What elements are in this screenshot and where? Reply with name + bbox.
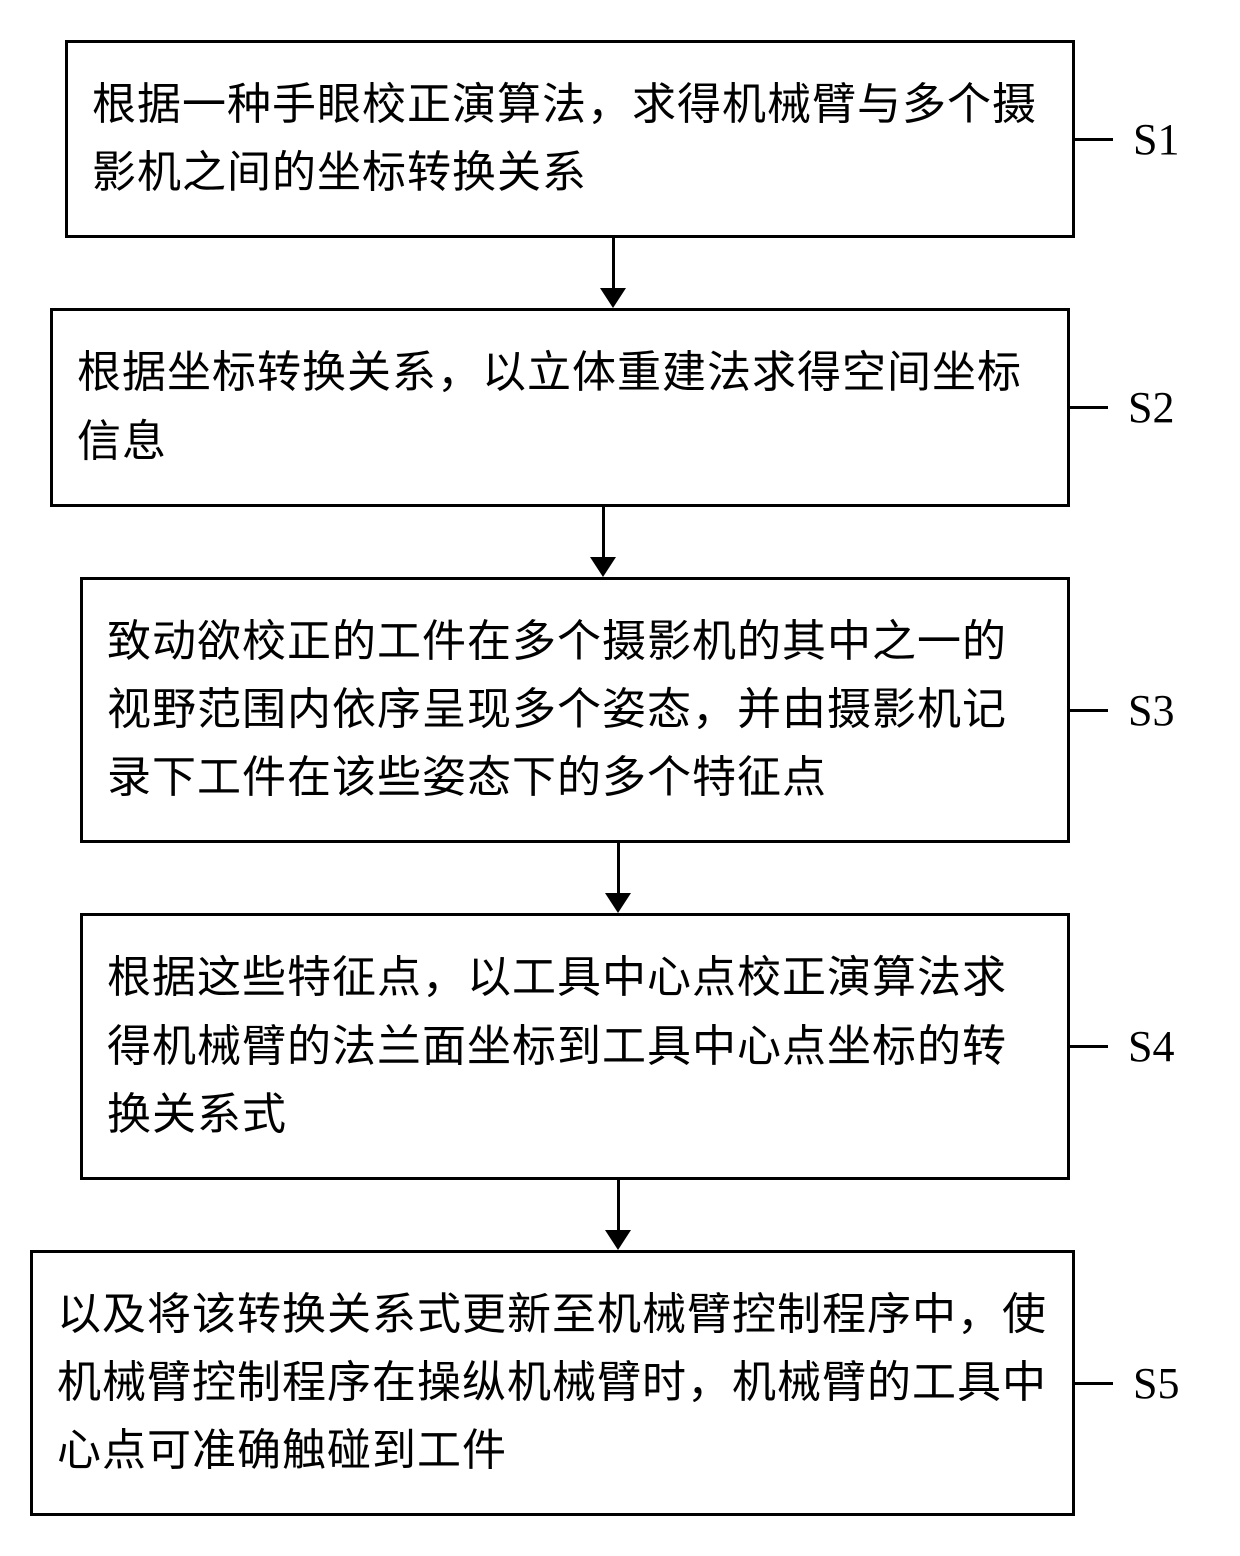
step-box-s1: 根据一种手眼校正演算法，求得机械臂与多个摄影机之间的坐标转换关系 <box>65 40 1075 238</box>
step-label-s5: S5 <box>1133 1358 1179 1409</box>
arrow-head-icon <box>600 288 626 308</box>
step-label-s4: S4 <box>1128 1021 1174 1072</box>
step-text-s2: 根据坐标转换关系，以立体重建法求得空间坐标信息 <box>77 339 1043 475</box>
step-text-s5: 以及将该转换关系式更新至机械臂控制程序中，使机械臂控制程序在操纵机械臂时，机械臂… <box>57 1281 1048 1486</box>
arrow-line-icon <box>602 507 605 557</box>
connector-s5 <box>1075 1382 1113 1385</box>
connector-s2 <box>1070 406 1108 409</box>
step-row-s4: 根据这些特征点，以工具中心点校正演算法求得机械臂的法兰面坐标到工具中心点坐标的转… <box>30 913 1210 1180</box>
step-box-s4: 根据这些特征点，以工具中心点校正演算法求得机械臂的法兰面坐标到工具中心点坐标的转… <box>80 913 1070 1180</box>
step-box-s5: 以及将该转换关系式更新至机械臂控制程序中，使机械臂控制程序在操纵机械臂时，机械臂… <box>30 1250 1075 1517</box>
arrow-head-icon <box>605 1230 631 1250</box>
step-row-s1: 根据一种手眼校正演算法，求得机械臂与多个摄影机之间的坐标转换关系 S1 <box>30 40 1210 238</box>
arrow-head-icon <box>590 557 616 577</box>
connector-s4 <box>1070 1045 1108 1048</box>
step-label-s2: S2 <box>1128 382 1174 433</box>
arrow-s2-s3 <box>30 507 1210 577</box>
connector-s1 <box>1075 138 1113 141</box>
step-text-s3: 致动欲校正的工件在多个摄影机的其中之一的视野范围内依序呈现多个姿态，并由摄影机记… <box>107 608 1043 813</box>
flowchart-container: 根据一种手眼校正演算法，求得机械臂与多个摄影机之间的坐标转换关系 S1 根据坐标… <box>30 40 1210 1516</box>
step-label-s3: S3 <box>1128 685 1174 736</box>
arrow-line-icon <box>617 1180 620 1230</box>
step-text-s4: 根据这些特征点，以工具中心点校正演算法求得机械臂的法兰面坐标到工具中心点坐标的转… <box>107 944 1043 1149</box>
arrow-s1-s2 <box>30 238 1210 308</box>
arrow-head-icon <box>605 893 631 913</box>
step-text-s1: 根据一种手眼校正演算法，求得机械臂与多个摄影机之间的坐标转换关系 <box>92 71 1048 207</box>
arrow-s3-s4 <box>30 843 1210 913</box>
step-row-s3: 致动欲校正的工件在多个摄影机的其中之一的视野范围内依序呈现多个姿态，并由摄影机记… <box>30 577 1210 844</box>
step-box-s3: 致动欲校正的工件在多个摄影机的其中之一的视野范围内依序呈现多个姿态，并由摄影机记… <box>80 577 1070 844</box>
step-label-s1: S1 <box>1133 114 1179 165</box>
step-row-s5: 以及将该转换关系式更新至机械臂控制程序中，使机械臂控制程序在操纵机械臂时，机械臂… <box>30 1250 1210 1517</box>
step-box-s2: 根据坐标转换关系，以立体重建法求得空间坐标信息 <box>50 308 1070 506</box>
step-row-s2: 根据坐标转换关系，以立体重建法求得空间坐标信息 S2 <box>30 308 1210 506</box>
arrow-line-icon <box>612 238 615 288</box>
arrow-s4-s5 <box>30 1180 1210 1250</box>
connector-s3 <box>1070 709 1108 712</box>
arrow-line-icon <box>617 843 620 893</box>
